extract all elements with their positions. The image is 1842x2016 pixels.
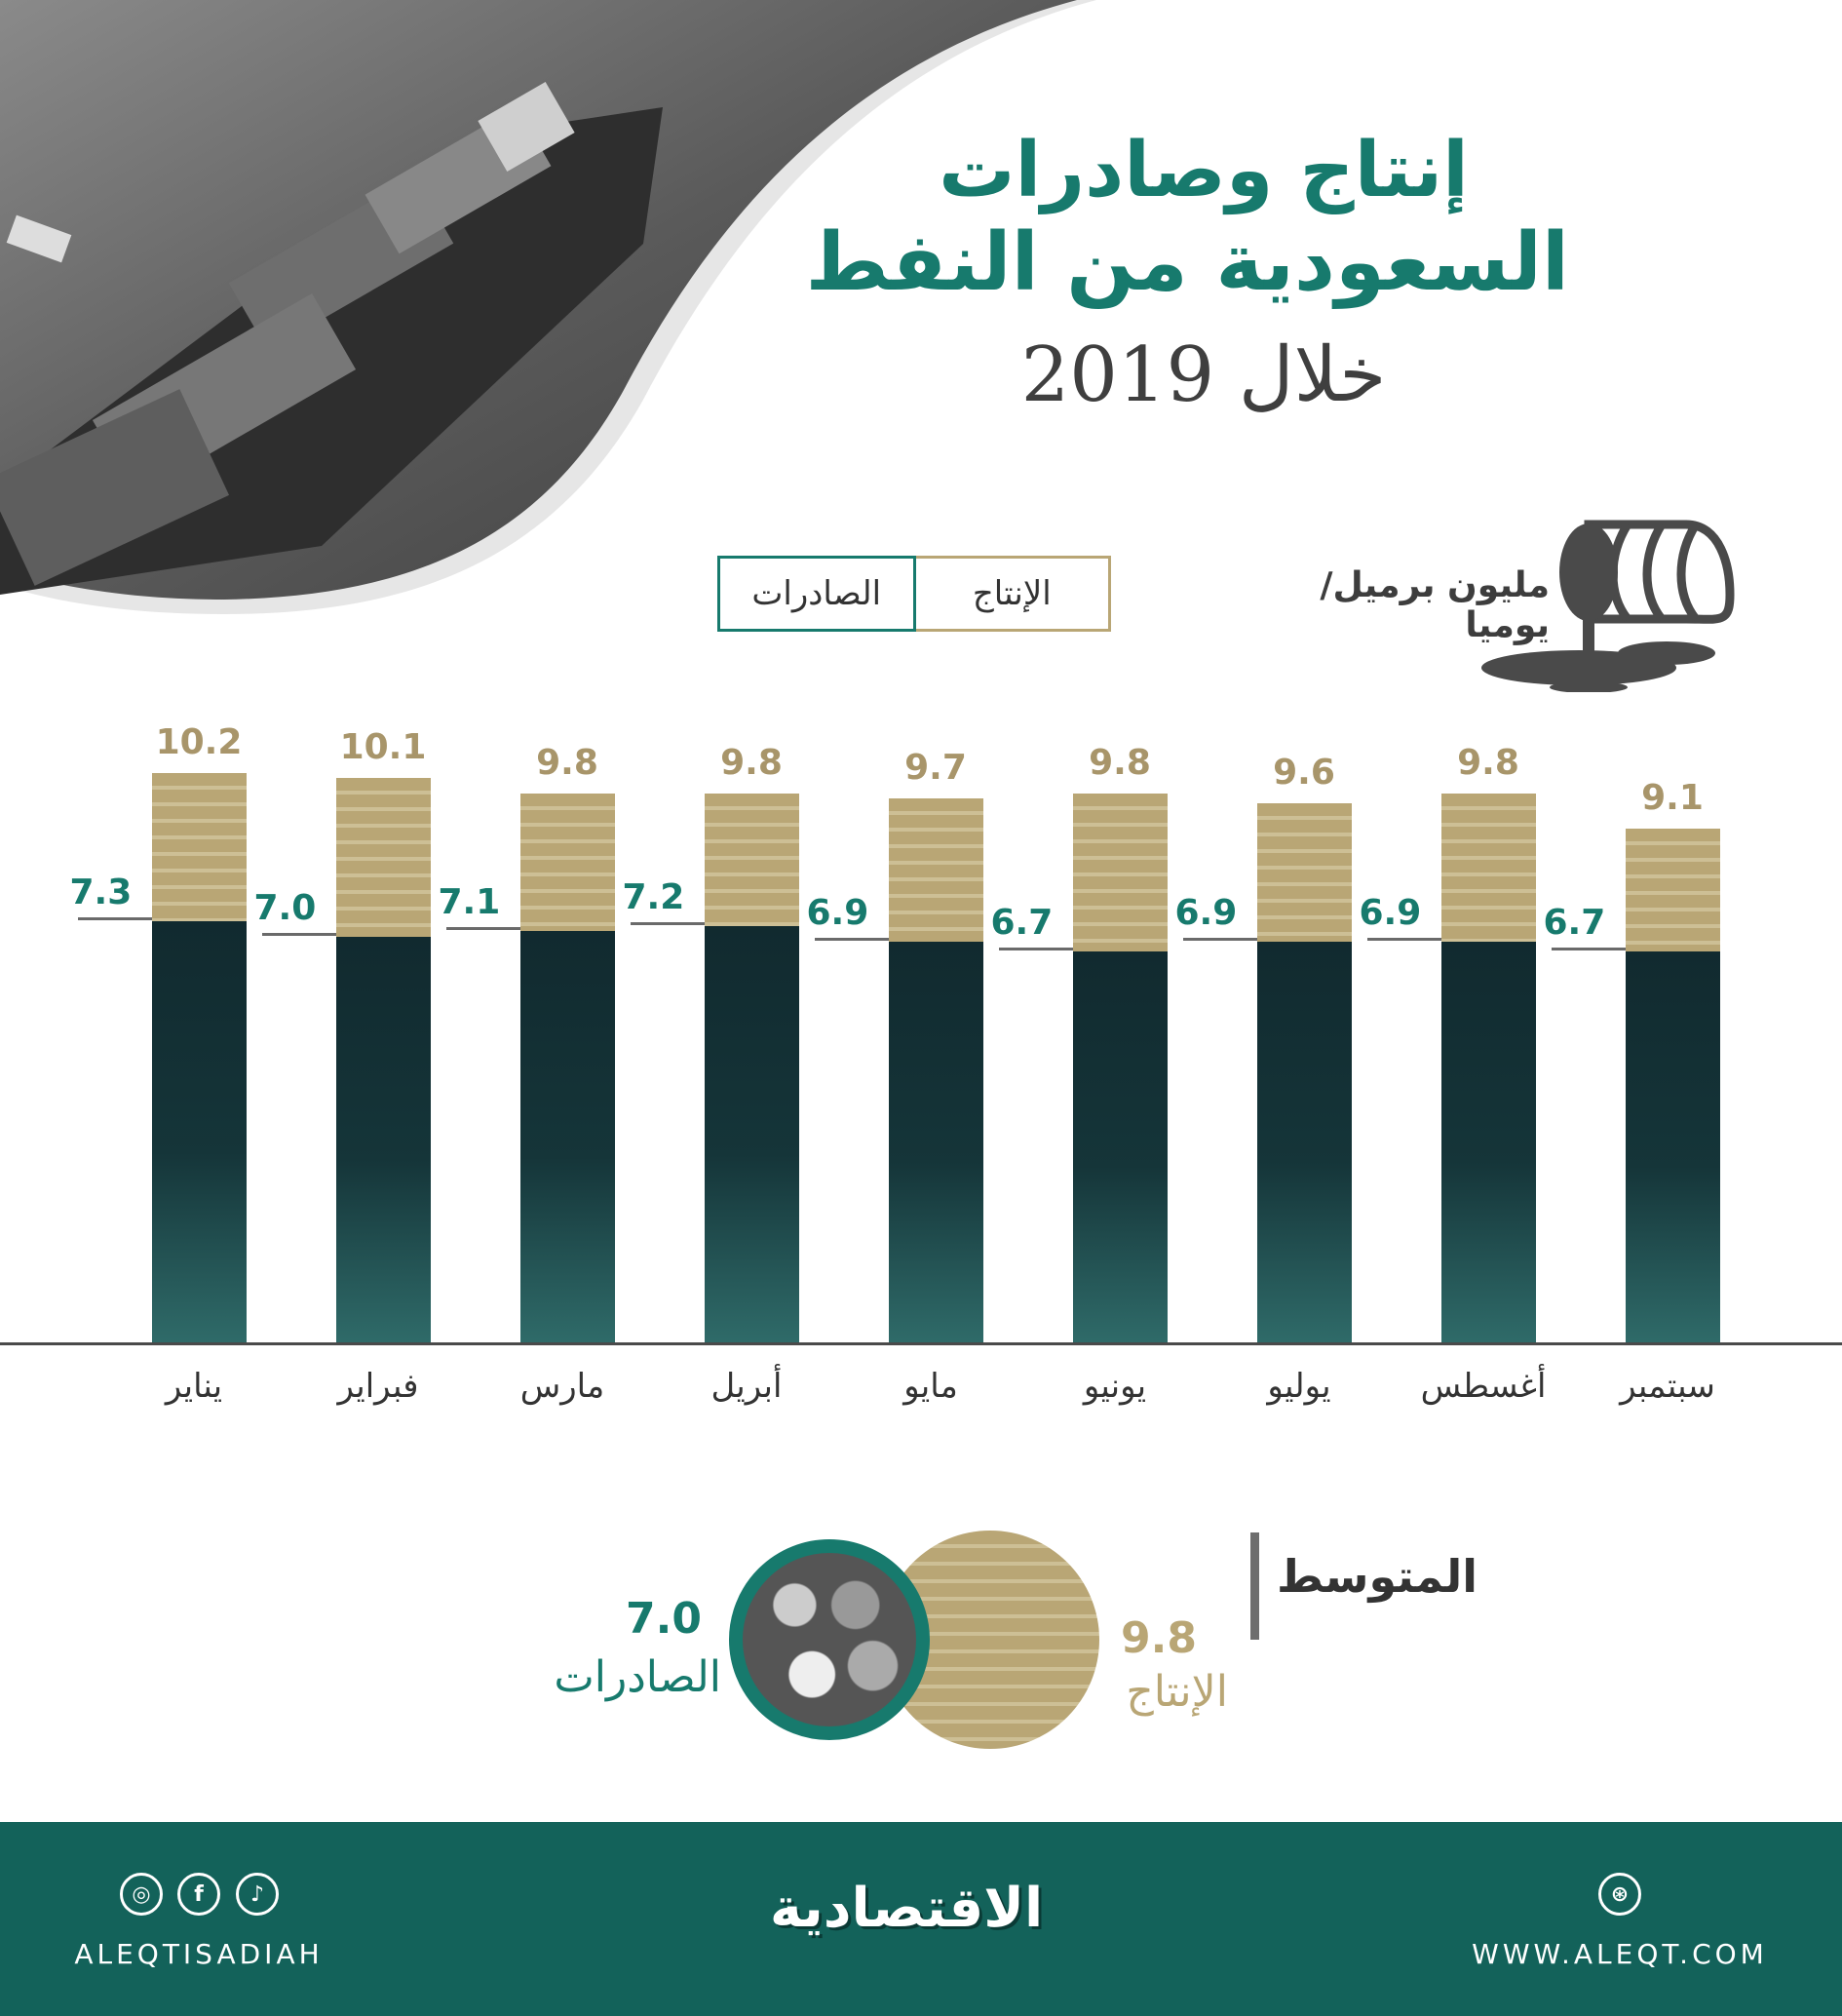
instagram-icon[interactable]: ◎ [120,1873,163,1916]
x-axis [0,1342,1842,1345]
exports-bar [888,941,983,1343]
exports-leader-line [998,948,1073,951]
exports-leader-line [261,932,336,936]
exports-bar [1625,951,1720,1343]
exports-value-label: 7.2 [622,877,685,918]
production-bar [888,797,983,942]
exports-bar [151,920,247,1343]
average-exports-value: 7.0 [626,1594,702,1644]
exports-bar [519,931,615,1343]
exports-leader-line [814,937,889,941]
footer [0,1822,1842,2016]
average-production-value: 9.8 [1121,1613,1197,1663]
ship [0,82,663,595]
aleqtisadiah-logo: الاقتصادية [769,1877,1044,1940]
title-year: خلال 2019 [1020,331,1387,419]
production-bar [1256,803,1352,942]
production-value-label: 10.1 [339,726,427,767]
exports-bar [704,926,799,1343]
month-label: يوليو [1267,1367,1331,1406]
average-title: المتوسط [1277,1550,1477,1603]
month-label: أبريل [710,1367,783,1406]
exports-bar [1440,941,1536,1343]
month-label: أغسطس [1420,1367,1547,1406]
exports-leader-line [1182,937,1257,941]
twitter-icon[interactable]: ♪ [236,1873,279,1916]
legend-exports: الصادرات [717,556,916,632]
production-value-label: 9.8 [720,742,783,783]
average-exports-label: الصادرات [554,1652,721,1702]
average-production-label: الإنتاج [1126,1667,1228,1717]
chart-legend: الصادرات الإنتاج [717,556,1111,632]
oil-barrel-icon [1481,520,1735,692]
unit-label: مليون برميل/يوميا [1320,565,1550,645]
title-line-1: إنتاج وصادرات [939,127,1469,214]
legend-production: الإنتاج [915,556,1111,632]
production-bar [1440,793,1536,942]
production-bar [151,772,247,921]
production-bar [1072,793,1168,952]
production-value-label: 9.8 [536,742,598,783]
exports-leader-line [445,927,520,931]
exports-bar [1072,951,1168,1343]
month-label: يناير [165,1367,223,1406]
month-label: يونيو [1083,1367,1147,1406]
facebook-icon[interactable]: f [177,1873,220,1916]
exports-leader-line [77,916,152,920]
production-value-label: 9.8 [1457,742,1519,783]
exports-value-label: 6.9 [806,892,869,933]
exports-leader-line [630,922,705,926]
month-label: مايو [903,1367,958,1406]
month-label: سبتمبر [1620,1367,1715,1406]
production-bar [704,793,799,927]
production-bar [1625,829,1720,952]
title-line-2: السعودية من النفط [805,216,1569,309]
production-value-label: 10.2 [155,721,243,762]
cargo-ship-photo [0,0,1096,614]
exports-value-label: 6.7 [1543,903,1606,944]
exports-bar [335,936,431,1343]
average-divider [1250,1532,1259,1640]
exports-leader-line [1551,948,1626,951]
exports-value-label: 6.9 [1359,892,1422,933]
exports-value-label: 7.3 [69,872,133,912]
production-value-label: 9.7 [904,747,967,788]
exports-bar [1256,941,1352,1343]
production-value-label: 9.1 [1641,778,1704,819]
month-label: فبراير [337,1367,419,1406]
production-bar [519,793,615,932]
exports-value-label: 6.9 [1174,892,1238,933]
average-exports-circle [729,1539,930,1740]
production-value-label: 9.8 [1089,742,1151,783]
production-bar [335,777,431,937]
exports-leader-line [1366,937,1441,941]
exports-value-label: 6.7 [990,903,1054,944]
social-handle[interactable]: ALEQTISADIAH [74,1938,324,1970]
month-label: مارس [519,1367,605,1406]
dribbble-icon[interactable]: ⊛ [1598,1873,1641,1916]
exports-value-label: 7.1 [438,882,501,923]
production-value-label: 9.6 [1273,753,1335,794]
exports-value-label: 7.0 [253,887,317,928]
website-link[interactable]: WWW.ALEQT.COM [1472,1938,1768,1970]
